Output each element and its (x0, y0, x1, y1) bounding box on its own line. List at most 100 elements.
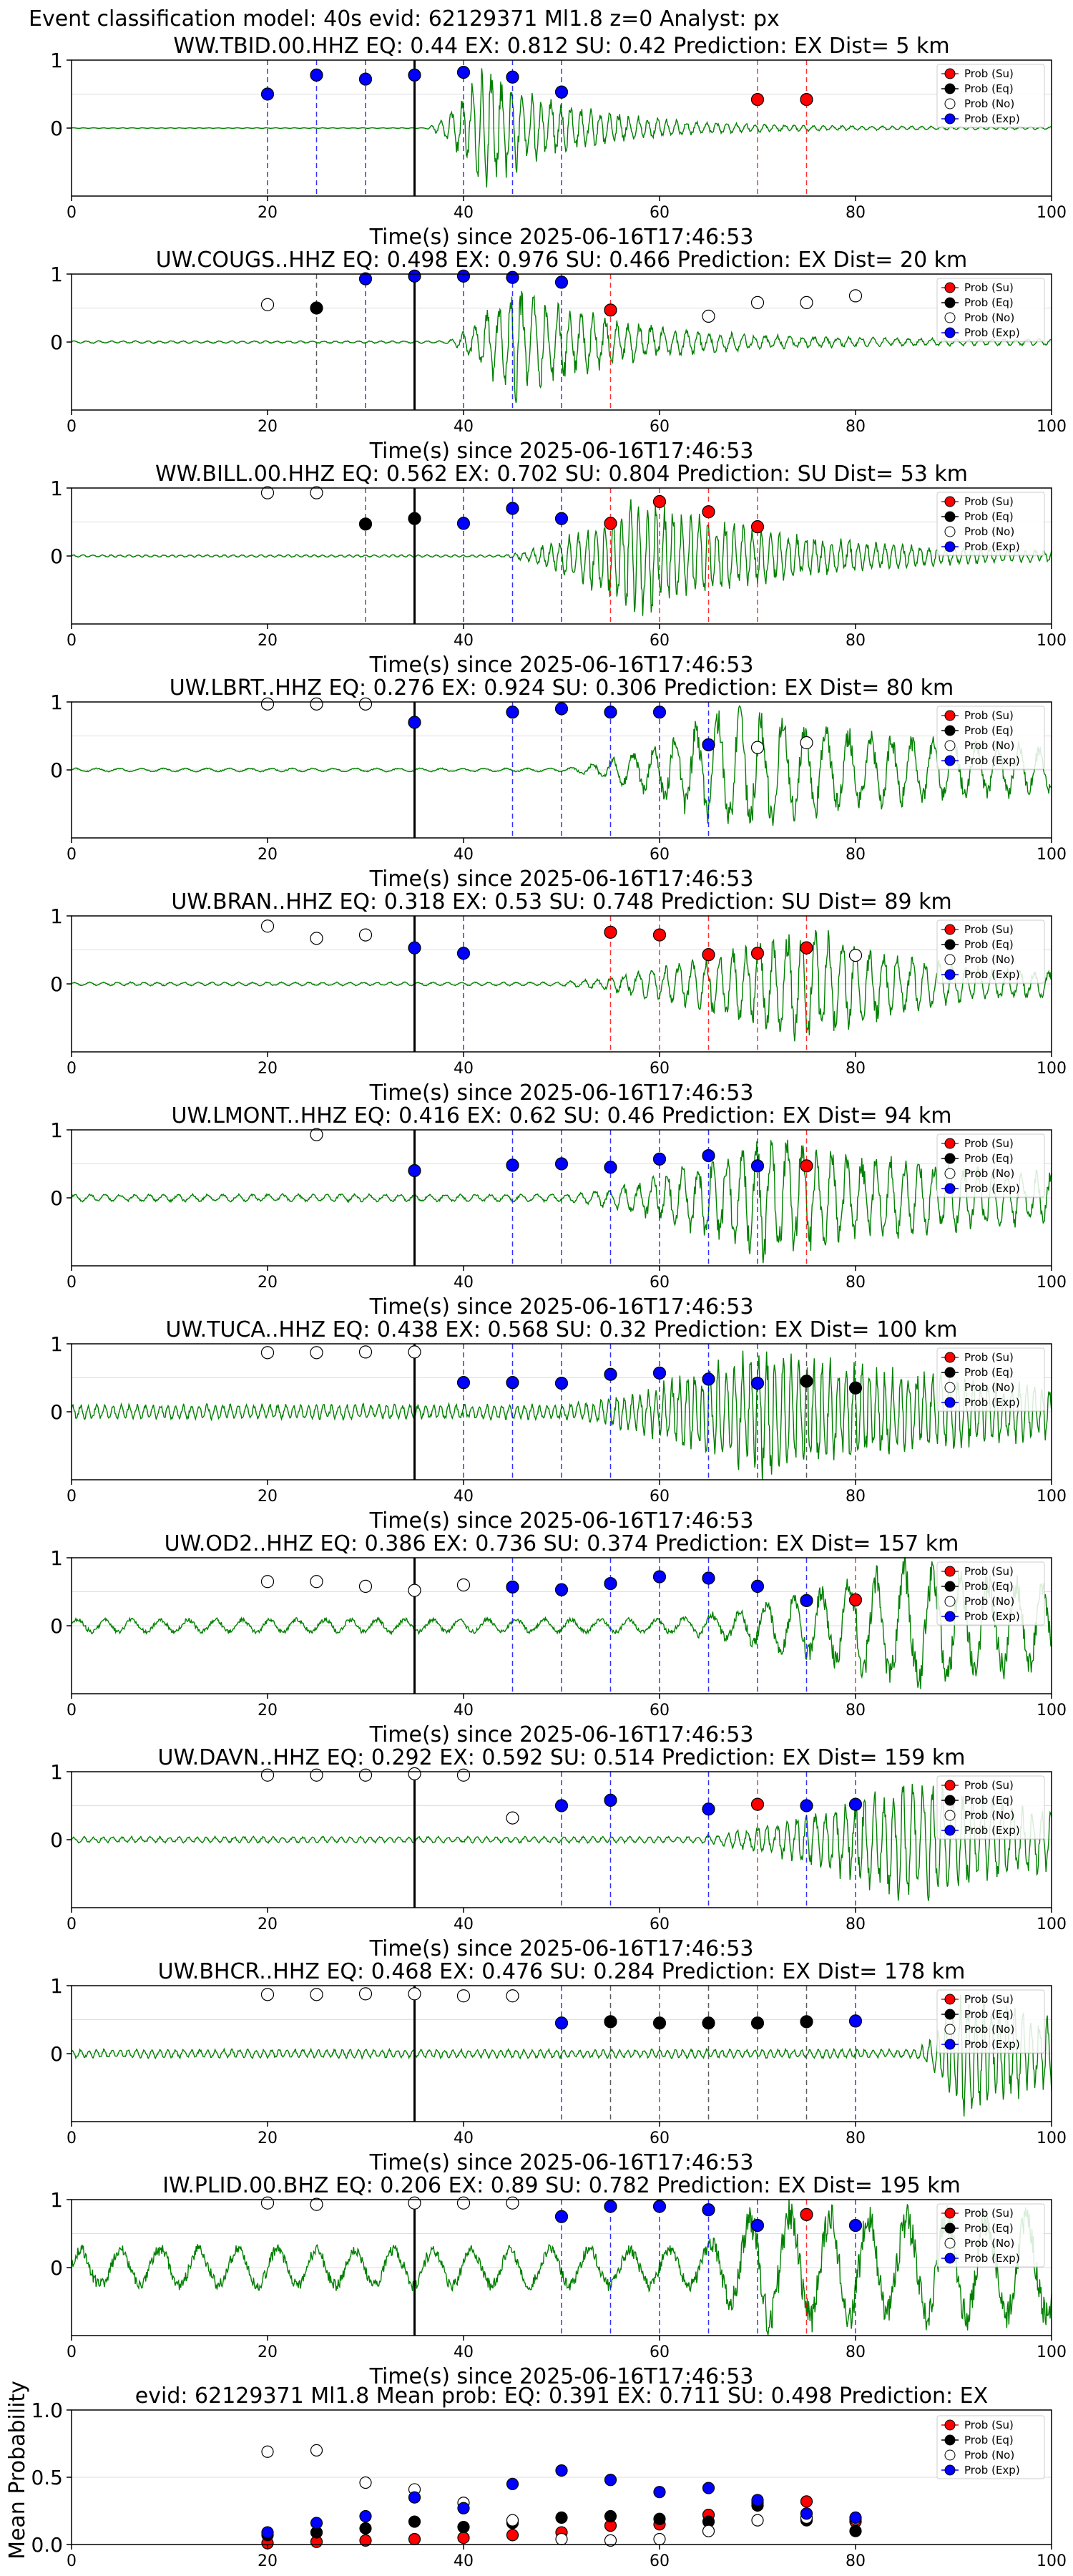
x-axis-label: Time(s) since 2025-06-16T17:46:53 (369, 1508, 754, 1533)
legend-marker (944, 83, 956, 94)
mean-prob-point (359, 2522, 372, 2535)
x-tick-label: 40 (454, 2343, 474, 2361)
mean-prob-point (359, 2509, 372, 2523)
y-tick-label: 0 (50, 1400, 63, 1424)
legend-label: Prob (Exp) (964, 540, 1020, 553)
mean-prob-point (457, 2502, 470, 2514)
prob-point (848, 948, 863, 962)
legend-marker (944, 1397, 956, 1408)
prob-point (408, 1767, 421, 1780)
prob-point (310, 68, 323, 82)
legend-box (936, 1133, 1045, 1198)
x-tick-label: 20 (258, 1488, 278, 1506)
prob-point (554, 1157, 569, 1171)
x-tick-label: 40 (454, 2552, 474, 2570)
legend-label: Prob (Eq) (964, 1580, 1014, 1593)
prob-point (506, 1158, 519, 1172)
legend-label: Prob (Exp) (964, 2464, 1020, 2477)
legend-marker (944, 2024, 956, 2035)
x-tick-label: 60 (650, 2343, 670, 2361)
prob-point (260, 486, 275, 499)
prob-point (506, 1811, 519, 1825)
prob-point (604, 706, 617, 719)
prob-point (408, 269, 421, 283)
prob-point (358, 1345, 373, 1359)
mean-prob-point (800, 2507, 813, 2520)
legend-label: Prob (No) (964, 525, 1014, 538)
legend-box (936, 1989, 1045, 2054)
y-tick-label: 1 (50, 1332, 63, 1356)
x-tick-label: 20 (258, 418, 278, 436)
y-tick-label: 0 (50, 331, 63, 354)
station-panel: UW.TUCA..HHZ EQ: 0.438 EX: 0.568 SU: 0.3… (50, 1317, 1067, 1533)
mean-prob-point (751, 2514, 764, 2527)
mean-prob-point (506, 2477, 519, 2490)
x-axis-label: Time(s) since 2025-06-16T17:46:53 (369, 439, 754, 464)
y-tick-label: 1 (50, 477, 63, 500)
legend-marker (944, 1581, 956, 1592)
waveform-trace (72, 1783, 1052, 1901)
x-tick-label: 80 (846, 846, 866, 864)
legend-label: Prob (Su) (964, 495, 1014, 508)
prob-point (652, 1570, 667, 1584)
x-tick-label: 100 (1037, 2343, 1067, 2361)
legend-label: Prob (No) (964, 97, 1014, 110)
legend-label: Prob (Su) (964, 709, 1014, 722)
legend-label: Prob (Eq) (964, 2222, 1014, 2235)
prob-point (800, 736, 813, 750)
mean-prob-point (261, 2445, 274, 2458)
summary-panel: evid: 62129371 Ml1.8 Mean prob: EQ: 0.39… (5, 2381, 1067, 2570)
x-tick-label: 60 (650, 846, 670, 864)
legend-label: Prob (Exp) (964, 2252, 1020, 2265)
station-panel: UW.LBRT..HHZ EQ: 0.276 EX: 0.924 SU: 0.3… (50, 675, 1067, 892)
legend-label: Prob (Exp) (964, 1182, 1020, 1195)
x-axis-label: Time(s) since 2025-06-16T17:46:53 (369, 867, 754, 892)
prob-point (702, 1148, 715, 1163)
x-tick-label: 60 (650, 632, 670, 650)
mean-prob-point (555, 2532, 568, 2546)
prob-point (310, 1768, 323, 1782)
x-tick-label: 0 (67, 1916, 77, 1933)
prob-point (358, 272, 373, 286)
prob-point (310, 697, 323, 711)
legend-marker (944, 2223, 956, 2234)
x-tick-label: 100 (1037, 1702, 1067, 1719)
legend-marker (944, 2253, 956, 2264)
legend-label: Prob (Exp) (964, 1610, 1020, 1623)
prob-point (800, 1375, 813, 1388)
prob-point (848, 1381, 863, 1395)
y-tick-label: 0.0 (31, 2533, 63, 2557)
x-tick-label: 60 (650, 2129, 670, 2147)
legend-marker (944, 282, 956, 293)
prob-point (260, 1575, 275, 1589)
y-tick-label: 1 (50, 904, 63, 928)
legend-label: Prob (Su) (964, 1137, 1014, 1150)
prob-point (604, 2015, 617, 2029)
y-tick-label: 0 (50, 1186, 63, 1210)
prob-point (456, 517, 471, 530)
legend-marker (944, 2039, 956, 2050)
prob-point (702, 1571, 715, 1585)
prob-point (260, 87, 275, 101)
prob-point (260, 1346, 275, 1360)
prob-point (702, 1372, 715, 1386)
prob-point (554, 512, 569, 525)
x-tick-label: 20 (258, 2343, 278, 2361)
x-tick-label: 60 (650, 1274, 670, 1292)
panel-title: WW.BILL.00.HHZ EQ: 0.562 EX: 0.702 SU: 0… (155, 462, 968, 487)
mean-prob-point (653, 2486, 666, 2499)
prob-point (408, 941, 421, 955)
legend-marker (944, 541, 956, 552)
summary-title: evid: 62129371 Ml1.8 Mean prob: EQ: 0.39… (135, 2384, 988, 2409)
legend-label: Prob (Su) (964, 281, 1014, 294)
mean-prob-point (506, 2514, 519, 2527)
prob-point (310, 932, 323, 945)
x-axis-label: Time(s) since 2025-06-16T17:46:53 (369, 225, 754, 250)
y-tick-label: 0 (50, 545, 63, 568)
y-tick-label: 1 (50, 49, 63, 72)
prob-point (652, 1152, 667, 1166)
legend-marker (944, 113, 956, 125)
x-axis-label: Time(s) since 2025-06-16T17:46:53 (369, 653, 754, 678)
y-tick-label: 0 (50, 2042, 63, 2066)
prob-point (750, 947, 765, 960)
